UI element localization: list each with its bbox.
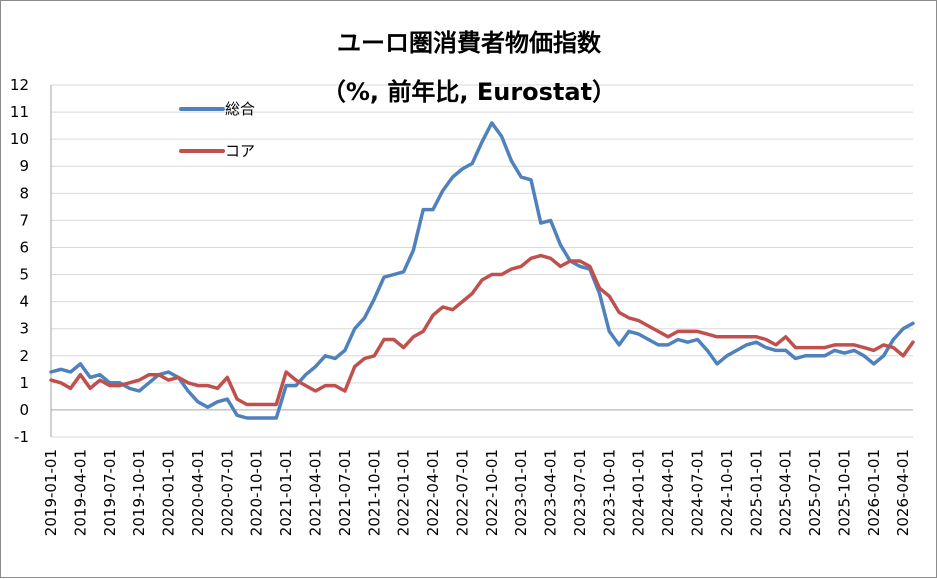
x-tick-label: 2023-01-01 (512, 449, 530, 536)
series-line-core (49, 253, 915, 407)
y-tick-label: 12 (10, 76, 29, 94)
x-tick-label: 2020-04-01 (189, 449, 207, 536)
x-tick-label: 2024-10-01 (718, 449, 736, 536)
x-tick-label: 2021-04-01 (306, 449, 324, 536)
x-tick-label: 2023-04-01 (542, 449, 560, 536)
chart-title: ユーロ圏消費者物価指数 (337, 29, 602, 57)
legend-label: 総合 (225, 100, 255, 118)
y-tick-label: 1 (19, 374, 29, 392)
x-tick-label: 2025-10-01 (835, 449, 853, 536)
x-tick-label: 2019-01-01 (42, 449, 60, 536)
x-tick-label: 2022-10-01 (483, 449, 501, 536)
x-tick-label: 2021-07-01 (336, 449, 354, 536)
x-tick-label: 2025-04-01 (777, 449, 795, 536)
y-tick-label: 6 (19, 238, 29, 256)
x-tick-label: 2020-01-01 (160, 449, 178, 536)
series-line-headline (49, 121, 915, 420)
x-tick-label: 2019-04-01 (71, 449, 89, 536)
x-tick-label: 2025-01-01 (747, 449, 765, 536)
x-tick-label: 2020-10-01 (248, 449, 266, 536)
y-tick-label: 5 (19, 266, 29, 284)
x-tick-label: 2026-01-01 (865, 449, 883, 536)
x-tick-label: 2023-10-01 (600, 449, 618, 536)
x-tick-label: 2022-01-01 (395, 449, 413, 536)
x-tick-label: 2021-10-01 (365, 449, 383, 536)
y-tick-label: 10 (10, 130, 29, 148)
y-tick-label: 4 (19, 293, 29, 311)
x-tick-label: 2019-10-01 (130, 449, 148, 536)
x-tick-label: 2026-04-01 (894, 449, 912, 536)
x-tick-label: 2020-07-01 (218, 449, 236, 536)
x-tick-label: 2024-01-01 (630, 449, 648, 536)
x-tick-label: 2025-07-01 (806, 449, 824, 536)
gridlines (51, 84, 913, 438)
x-tick-label: 2024-04-01 (659, 449, 677, 536)
y-tick-label: 7 (19, 211, 29, 229)
y-tick-label: 9 (19, 157, 29, 175)
y-tick-label: 8 (19, 184, 29, 202)
x-tick-label: 2022-04-01 (424, 449, 442, 536)
x-tick-label: 2023-07-01 (571, 449, 589, 536)
legend-label: コア (225, 142, 255, 160)
y-tick-label: -1 (14, 428, 29, 446)
x-tick-label: 2019-07-01 (101, 449, 119, 536)
y-tick-label: 0 (19, 401, 29, 419)
y-tick-label: 2 (19, 347, 29, 365)
y-tick-label: 11 (10, 103, 29, 121)
y-tick-label: 3 (19, 320, 29, 338)
chart-subtitle: （%, 前年比, Eurostat） (322, 78, 616, 106)
x-tick-label: 2022-07-01 (453, 449, 471, 536)
series-lines (49, 121, 915, 420)
x-tick-label: 2021-01-01 (277, 449, 295, 536)
x-tick-label: 2024-07-01 (689, 449, 707, 536)
